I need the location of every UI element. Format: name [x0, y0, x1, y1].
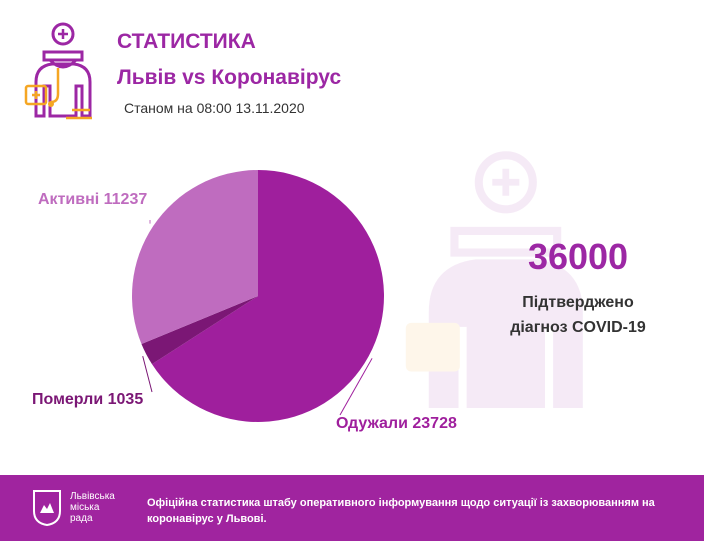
city-council-emblem-icon	[33, 490, 61, 527]
footer-bar: Львівська міська рада Офіційна статистик…	[0, 475, 704, 541]
confirmed-caption-line2: діагноз COVID-19	[510, 319, 646, 336]
doctor-watermark-icon	[405, 151, 583, 408]
doctor-icon	[24, 22, 92, 120]
pie-slice-1	[141, 296, 258, 365]
pie-slice-0	[151, 170, 384, 422]
footer-text-line2: коронавірус у Львові.	[147, 513, 267, 525]
confirmed-caption: Підтверджено діагноз COVID-19	[478, 290, 678, 340]
pie-slice-label-2: Активні 11237	[38, 191, 147, 208]
footer-org-line1: Львівська	[70, 491, 115, 502]
footer-description: Офіційна статистика штабу оперативного і…	[147, 495, 667, 527]
pie-slice-label-1: Померли 1035	[32, 391, 143, 408]
page-subtitle: Львів vs Коронавірус	[117, 66, 342, 89]
footer-org-line2: міська	[70, 502, 100, 513]
page-title: СТАТИСТИКА	[117, 30, 256, 53]
pie-leader-line-1	[142, 355, 153, 393]
footer-text-line1: Офіційна статистика штабу оперативного і…	[147, 497, 655, 509]
pie-chart: Одужали 23728 Померли 1035 Активні 11237	[32, 170, 457, 432]
pie-leader-line-0	[339, 358, 373, 416]
confirmed-caption-line1: Підтверджено	[522, 294, 634, 311]
footer-org-name: Львівська міська рада	[70, 491, 115, 524]
pie-slice-label-0: Одужали 23728	[336, 415, 457, 432]
footer-org-line3: рада	[70, 513, 93, 524]
pie-slice-2	[131, 170, 258, 344]
date-stamp: Станом на 08:00 13.11.2020	[124, 100, 305, 116]
confirmed-count: 36000	[527, 236, 629, 277]
